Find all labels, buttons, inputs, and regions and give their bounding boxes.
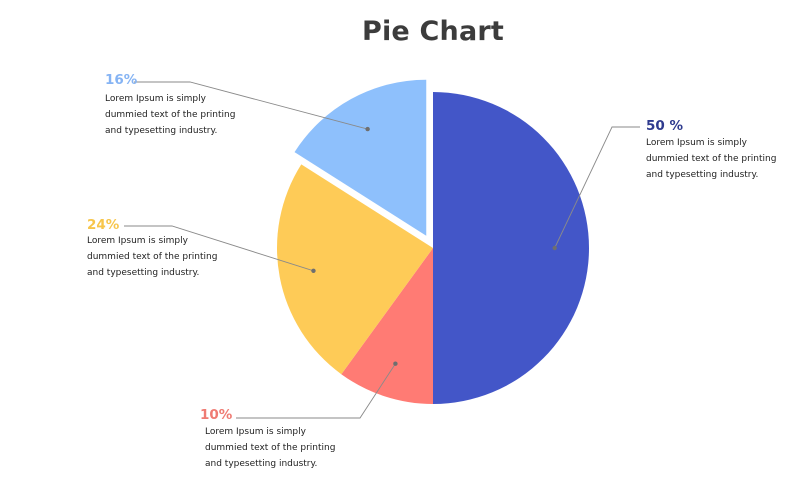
slice-description-line: and typesetting industry.: [105, 126, 218, 136]
slice-description-line: Lorem Ipsum is simply: [205, 427, 306, 437]
slice-label-24: 24%: [87, 217, 120, 233]
slice-label-10: 10%: [200, 407, 233, 423]
pie-slice: [277, 164, 433, 375]
slice-description-line: dummied text of the printing: [205, 443, 336, 453]
leader-dot: [552, 245, 557, 251]
leader-line: [124, 225, 314, 272]
pie-slice: [433, 92, 589, 404]
slice-description-line: dummied text of the printing: [646, 154, 777, 164]
slice-description-line: Lorem Ipsum is simply: [87, 236, 188, 246]
slice-description-16: Lorem Ipsum is simply dummied text of th…: [105, 91, 235, 139]
leader-dot: [365, 126, 370, 132]
slice-label-16: 16%: [105, 72, 138, 88]
leader-line: [134, 81, 368, 130]
slice-description-10: Lorem Ipsum is simply dummied text of th…: [205, 424, 335, 472]
slice-description-line: Lorem Ipsum is simply: [105, 94, 206, 104]
slice-description-line: and typesetting industry.: [205, 459, 318, 469]
chart-title: Pie Chart: [361, 16, 505, 47]
slice-description-line: dummied text of the printing: [105, 110, 236, 120]
slice-description-24: Lorem Ipsum is simply dummied text of th…: [87, 233, 217, 281]
slice-description-line: Lorem Ipsum is simply: [646, 138, 747, 148]
leader-dot: [393, 361, 398, 366]
slice-description-line: dummied text of the printing: [87, 252, 218, 262]
slice-label-50: 50 %: [646, 118, 684, 134]
leader-dot: [311, 268, 316, 274]
leader-line: [236, 363, 396, 419]
slice-description-line: and typesetting industry.: [87, 268, 200, 278]
leader-line: [554, 126, 640, 249]
slice-description-line: and typesetting industry.: [646, 170, 759, 180]
pie-slice: [341, 248, 433, 404]
slice-description-50: Lorem Ipsum is simply dummied text of th…: [646, 135, 776, 183]
